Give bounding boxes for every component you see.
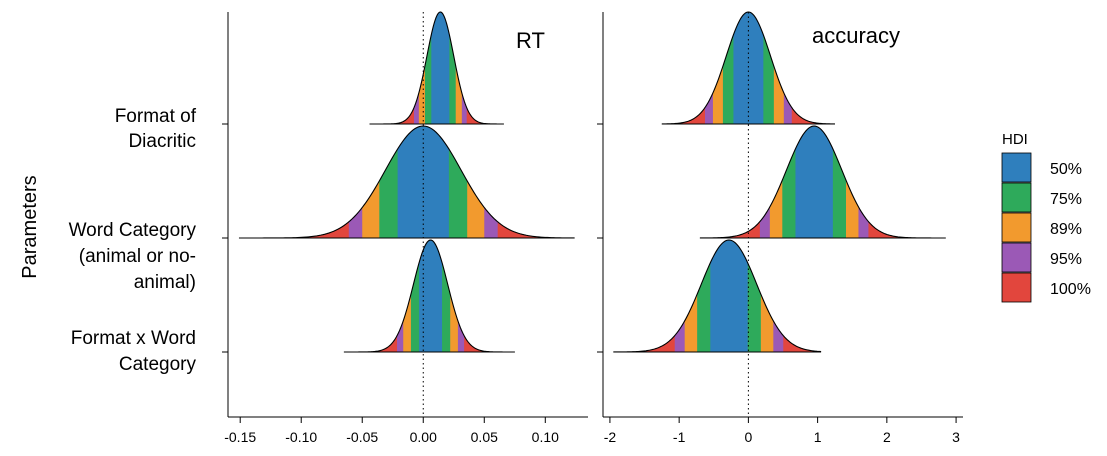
x-tick-label: 0.10	[532, 429, 559, 445]
accuracy-y-ticks	[597, 123, 603, 353]
rt-y-ticks	[222, 123, 228, 353]
legend-label: 95%	[1050, 251, 1082, 268]
parameter-label-line: Format x Word	[71, 328, 196, 349]
rt-x-ticks: -0.15 -0.10 -0.05 0.00 0.05 0.10	[224, 417, 559, 445]
x-tick-label: 3	[952, 429, 960, 445]
parameter-label-line: animal)	[134, 272, 196, 293]
legend: HDI 50% 75% 89% 95% 100%	[1001, 131, 1091, 303]
x-tick-label: -2	[604, 429, 617, 445]
parameter-label-line: Word Category	[69, 220, 197, 241]
parameter-label-line: Category	[119, 354, 197, 375]
legend-label: 50%	[1050, 161, 1082, 178]
density-ridge	[343, 239, 515, 353]
hdi-band	[710, 240, 748, 352]
x-tick-label: -0.15	[224, 429, 256, 445]
accuracy-ridges	[613, 11, 946, 353]
density-outline	[613, 239, 822, 353]
density-ridge	[238, 125, 575, 239]
accuracy-panel-title: accuracy	[812, 23, 900, 48]
x-tick-label: 1	[814, 429, 822, 445]
x-tick-label: 0.05	[471, 429, 498, 445]
x-tick-label: 0.00	[410, 429, 437, 445]
rt-panel-title: RT	[516, 28, 545, 53]
x-tick-label: -0.10	[285, 429, 317, 445]
y-axis-label: Parameters	[19, 175, 41, 278]
legend-swatch	[1001, 272, 1032, 303]
legend-label: 89%	[1050, 221, 1082, 238]
panel-accuracy: -2 -1 0 1 2 3 accuracy	[597, 11, 963, 445]
legend-swatch	[1001, 242, 1032, 273]
legend-title: HDI	[1002, 131, 1028, 148]
hdi-band	[397, 126, 449, 238]
panel-rt: -0.15 -0.10 -0.05 0.00 0.05 0.10 RT	[222, 11, 588, 445]
x-tick-label: -0.05	[346, 429, 378, 445]
hdi-band	[795, 126, 833, 238]
x-tick-label: -1	[673, 429, 686, 445]
legend-swatch	[1001, 212, 1032, 243]
parameter-label-line: Format of	[115, 106, 197, 127]
hdi-band	[419, 240, 443, 352]
rt-ridges	[238, 11, 575, 353]
hdi-band	[733, 12, 764, 124]
legend-label: 100%	[1050, 281, 1091, 298]
legend-label: 75%	[1050, 191, 1082, 208]
parameter-labels: Format of Diacritic Word Category (anima…	[69, 106, 197, 375]
x-tick-label: 2	[883, 429, 891, 445]
density-outline	[699, 125, 946, 239]
legend-swatch	[1001, 182, 1032, 213]
x-tick-label: 0	[744, 429, 752, 445]
density-ridge	[369, 11, 504, 125]
parameter-label-line: (animal or no-	[79, 246, 196, 267]
density-ridge	[613, 239, 822, 353]
density-ridge	[699, 125, 946, 239]
accuracy-x-ticks: -2 -1 0 1 2 3	[604, 417, 960, 445]
parameter-label-line: Diacritic	[128, 131, 196, 152]
legend-items: 50% 75% 89% 95% 100%	[1001, 152, 1091, 303]
hdi-band	[431, 12, 450, 124]
legend-swatch	[1001, 152, 1032, 183]
